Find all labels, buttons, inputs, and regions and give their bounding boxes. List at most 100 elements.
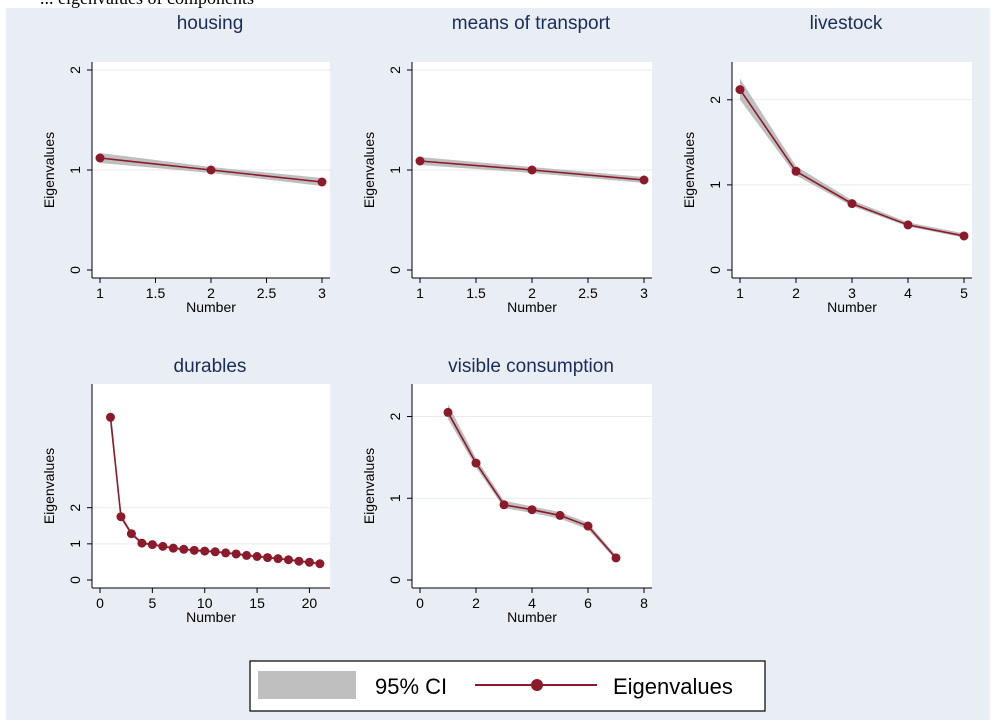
eigenvalue-point xyxy=(294,556,304,566)
panel-housing: 0 1 2 1 1.5 2 2.5 3 Number Eigenvalues housing xyxy=(41,13,330,315)
x-axis-label: Number xyxy=(827,299,877,315)
eigenvalue-point xyxy=(791,166,801,176)
panel-title: durables xyxy=(174,356,247,377)
x-tick-label: 2 xyxy=(472,595,480,611)
eigenvalue-point xyxy=(527,165,537,175)
x-tick-label: 2.5 xyxy=(257,285,277,301)
x-tick-label: 1 xyxy=(416,285,424,301)
y-tick-label: 0 xyxy=(387,576,403,584)
eigenvalue-point xyxy=(126,529,136,539)
x-axis-label: Number xyxy=(507,299,557,315)
y-axis-label: Eigenvalues xyxy=(361,448,377,524)
eigenvalue-point xyxy=(315,559,325,569)
eigenvalue-point xyxy=(471,458,481,468)
panel-title: housing xyxy=(177,13,244,34)
x-tick-label: 1.5 xyxy=(146,285,166,301)
y-tick-label: 1 xyxy=(67,540,83,548)
x-tick-label: 3 xyxy=(318,285,326,301)
y-tick-label: 0 xyxy=(387,266,403,274)
eigenvalue-point xyxy=(959,231,969,241)
eigenvalue-point xyxy=(221,548,231,558)
legend: 95% CI Eigenvalues xyxy=(249,660,766,712)
x-tick-label: 6 xyxy=(584,595,592,611)
eigenvalue-point xyxy=(611,553,621,563)
y-tick-label: 2 xyxy=(387,412,403,420)
y-tick-label: 1 xyxy=(707,181,723,189)
caption-text: ... eigenvalues of components xyxy=(40,0,254,8)
eigenvalue-point xyxy=(527,505,537,515)
eigenvalue-point xyxy=(273,554,283,564)
eigenvalue-point xyxy=(252,552,262,561)
eigenvalue-point xyxy=(116,512,126,522)
eigenvalue-point xyxy=(105,412,115,422)
caption-fragment: ... eigenvalues of components xyxy=(0,0,995,8)
eigenvalue-point xyxy=(415,156,425,166)
panel-title: means of transport xyxy=(452,13,611,34)
x-tick-label: 4 xyxy=(904,285,912,301)
eigenvalue-point xyxy=(95,153,105,163)
plot-area xyxy=(92,384,330,588)
x-tick-label: 8 xyxy=(640,595,648,611)
y-tick-label: 2 xyxy=(67,66,83,74)
eigenvalue-point xyxy=(231,549,241,559)
y-tick-label: 1 xyxy=(67,166,83,174)
x-axis-label: Number xyxy=(507,609,557,625)
eigenvalue-point xyxy=(735,85,745,95)
eigenvalue-point xyxy=(242,550,252,560)
eigenvalue-point xyxy=(168,543,178,553)
eigenvalue-point xyxy=(639,175,649,185)
legend-ci-label: 95% CI xyxy=(375,674,447,699)
eigenvalue-point xyxy=(210,547,220,557)
x-tick-label: 5 xyxy=(148,595,156,611)
x-tick-label: 4 xyxy=(528,595,536,611)
x-tick-label: 2 xyxy=(792,285,800,301)
eigenvalue-point xyxy=(847,199,857,209)
x-axis-label: Number xyxy=(186,609,236,625)
panel-means-of-transport: 0 1 2 1 1.5 2 2.5 3 Number Eigenvalues means of tr… xyxy=(361,13,652,315)
x-tick-label: 2 xyxy=(528,285,536,301)
x-tick-label: 20 xyxy=(302,595,318,611)
legend-eigen-marker xyxy=(531,679,543,691)
x-tick-label: 15 xyxy=(249,595,265,611)
legend-ci-swatch xyxy=(258,671,356,699)
x-tick-label: 3 xyxy=(640,285,648,301)
x-tick-label: 2.5 xyxy=(578,285,598,301)
y-tick-label: 2 xyxy=(67,504,83,512)
x-tick-label: 1 xyxy=(96,285,104,301)
eigenvalue-point xyxy=(317,177,327,187)
eigenvalue-point xyxy=(283,555,293,565)
eigenvalue-point xyxy=(443,407,453,417)
plot-area xyxy=(732,62,972,278)
y-tick-label: 1 xyxy=(387,166,403,174)
eigenvalue-point xyxy=(304,557,314,567)
eigenvalue-point xyxy=(903,220,913,230)
eigenvalue-point xyxy=(263,553,273,563)
panel-title: visible consumption xyxy=(448,356,614,377)
y-tick-label: 2 xyxy=(707,96,723,104)
eigenvalue-point xyxy=(137,538,147,548)
panels: 0 1 2 1 1.5 2 2.5 3 Number Eigenvalues housing 0 1 2 1… xyxy=(41,13,972,625)
panel-livestock: 0 1 2 1 2 3 4 5 Number Eigenvalues livestock xyxy=(681,13,972,315)
y-tick-label: 0 xyxy=(707,266,723,274)
y-axis-label: Eigenvalues xyxy=(41,448,57,524)
eigenvalue-point xyxy=(179,544,189,554)
x-tick-label: 5 xyxy=(960,285,968,301)
eigenvalue-point xyxy=(206,165,216,175)
eigenvalue-point xyxy=(189,545,199,555)
eigenvalue-point xyxy=(147,540,157,550)
legend-eigen-label: Eigenvalues xyxy=(613,674,733,699)
y-tick-label: 1 xyxy=(387,494,403,502)
y-axis-label: Eigenvalues xyxy=(41,132,57,208)
x-tick-label: 2 xyxy=(207,285,215,301)
eigenvalue-point xyxy=(158,541,168,551)
y-axis-label: Eigenvalues xyxy=(361,132,377,208)
x-tick-label: 10 xyxy=(197,595,213,611)
eigenvalue-point xyxy=(499,500,509,510)
x-axis-label: Number xyxy=(186,299,236,315)
eigenvalue-point xyxy=(555,510,565,520)
y-tick-label: 0 xyxy=(67,576,83,584)
x-tick-label: 1 xyxy=(736,285,744,301)
y-tick-label: 0 xyxy=(67,266,83,274)
